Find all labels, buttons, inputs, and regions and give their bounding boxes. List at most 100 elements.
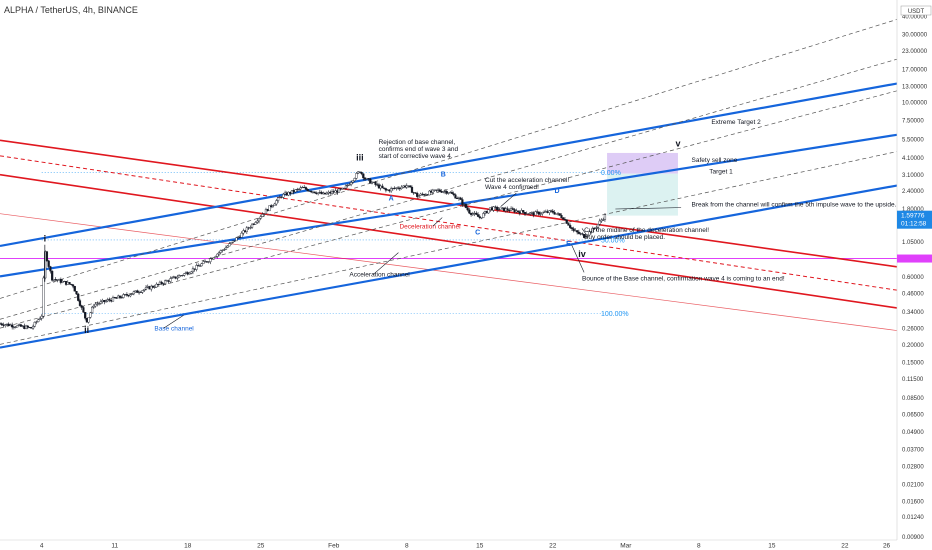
- y-tick-label: 40.00000: [902, 15, 928, 21]
- candle-body: [414, 192, 417, 194]
- candle-body: [403, 185, 407, 188]
- candle-body: [38, 318, 42, 320]
- candle-body: [563, 219, 567, 221]
- candle-body: [334, 190, 337, 193]
- candle-body: [47, 260, 50, 267]
- candle-body: [287, 191, 290, 196]
- candle-body: [471, 213, 474, 215]
- candle-body: [165, 280, 168, 282]
- candle-body: [235, 237, 238, 242]
- candle-body: [362, 173, 365, 179]
- candle-body: [525, 213, 528, 215]
- candle-body: [217, 252, 221, 255]
- candle-body: [402, 185, 405, 188]
- blue-solid-channel-line: [0, 133, 897, 278]
- candle-body: [66, 282, 69, 285]
- candle-body: [379, 185, 382, 189]
- x-tick-label: 8: [405, 543, 409, 550]
- candle-body: [555, 213, 558, 215]
- candle-body: [546, 211, 549, 213]
- candle-body: [172, 276, 175, 278]
- red-thin-channel-line: [0, 213, 897, 331]
- candle-body: [144, 287, 148, 290]
- candle-body: [436, 189, 440, 191]
- candle-body: [560, 215, 563, 219]
- candle-body: [45, 251, 49, 262]
- y-tick-label: 1.05000: [902, 240, 924, 246]
- candle-body: [205, 261, 208, 263]
- candle-body: [398, 188, 401, 190]
- annotation-arrow: [500, 192, 517, 207]
- candle-body: [80, 305, 83, 308]
- candle-body: [216, 253, 219, 257]
- candles: [0, 170, 607, 330]
- candle-body: [233, 240, 236, 242]
- y-axis: 40.00000 30.00000 23.00000 17.00000 13.00000…: [896, 0, 932, 550]
- candle-body: [532, 212, 535, 216]
- candle-body: [473, 212, 476, 215]
- countdown-label: 01:12:58: [901, 221, 927, 228]
- candle-body: [407, 185, 410, 187]
- candle-body: [256, 220, 259, 223]
- candle-body: [231, 240, 235, 243]
- candle-body: [252, 223, 255, 225]
- candle-body: [558, 213, 561, 216]
- annotation-arrow: [373, 252, 399, 275]
- candle-body: [602, 219, 605, 221]
- fib-level-label: 0.00%: [601, 170, 621, 177]
- candle-body: [581, 233, 584, 235]
- candle-body: [151, 285, 155, 288]
- y-tick-label: 0.26000: [902, 327, 924, 333]
- candle-body: [30, 327, 33, 329]
- candle-body: [132, 291, 135, 295]
- candle-body: [426, 194, 429, 196]
- candle-body: [409, 185, 412, 188]
- candle-body: [106, 299, 109, 302]
- candle-body: [476, 214, 480, 217]
- candle-body: [315, 192, 318, 195]
- candle-body: [469, 213, 473, 215]
- candle-body: [459, 197, 462, 200]
- candle-body: [254, 222, 257, 225]
- candle-body: [417, 195, 421, 197]
- candle-body: [237, 236, 240, 238]
- candle-body: [73, 286, 76, 292]
- x-tick-label: 4: [40, 543, 44, 550]
- y-tick-label: 23.00000: [902, 49, 928, 55]
- plot-area: 0.00%50.00%100.00%iiiiiiivvABCDERejectio…: [0, 19, 897, 349]
- fib-level-label: 50.00%: [601, 237, 625, 244]
- candle-body: [240, 232, 243, 238]
- candle-body: [572, 228, 575, 231]
- candle-body: [518, 211, 521, 214]
- candle-body: [266, 209, 269, 212]
- candle-body: [376, 184, 379, 186]
- candle-body: [421, 193, 424, 195]
- candle-body: [259, 216, 262, 219]
- y-tick-label: 0.00900: [902, 535, 924, 541]
- candle-body: [278, 196, 281, 198]
- candle-body: [296, 188, 299, 190]
- annotation-text: Extreme Target 2: [711, 119, 761, 126]
- candle-body: [137, 292, 141, 294]
- candle-body: [536, 211, 539, 213]
- candle-body: [96, 303, 99, 305]
- candle-body: [110, 300, 113, 302]
- candle-body: [87, 317, 90, 323]
- candle-body: [285, 192, 288, 196]
- y-tick-label: 13.00000: [902, 84, 928, 90]
- candle-body: [582, 234, 586, 238]
- candle-body: [202, 261, 205, 264]
- candle-body: [2, 324, 5, 326]
- candle-body: [141, 290, 144, 293]
- grey-dashed-channel-line: [0, 19, 897, 299]
- y-tick-label: 17.00000: [902, 68, 928, 74]
- candle-body: [179, 275, 182, 277]
- candle-body: [527, 213, 530, 215]
- candle-body: [14, 326, 17, 328]
- candle-body: [70, 283, 73, 285]
- candle-body: [169, 278, 172, 282]
- candle-body: [191, 268, 195, 273]
- candle-body: [31, 326, 35, 329]
- x-tick-label: 15: [476, 543, 484, 550]
